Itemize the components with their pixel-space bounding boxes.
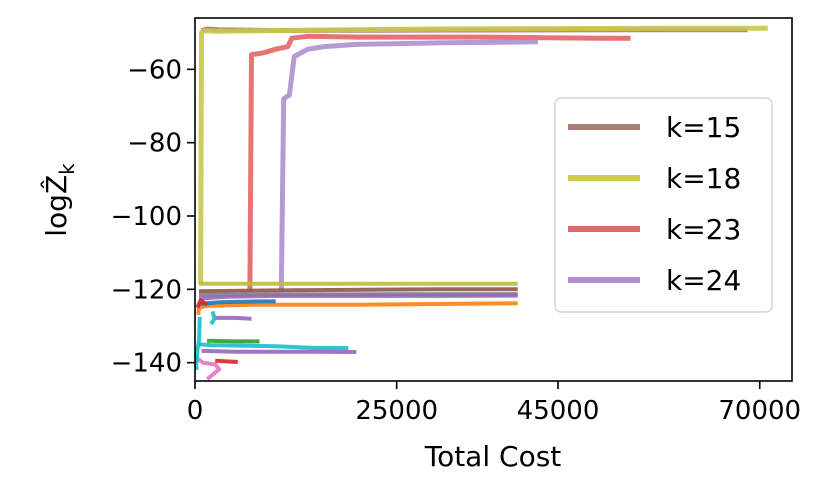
y-tick-label: −100 bbox=[111, 202, 182, 232]
series-line-5 bbox=[198, 287, 518, 294]
y-axis-ticks: −60 −80 −100 −120 −140 bbox=[111, 55, 195, 379]
series-layer bbox=[195, 25, 768, 381]
y-tick-label: −140 bbox=[111, 349, 182, 379]
legend-label: k=23 bbox=[666, 213, 741, 246]
series-line-16 bbox=[201, 348, 357, 354]
y-axis-label-group: logẐk bbox=[39, 163, 79, 237]
y-tick-label: −120 bbox=[111, 275, 182, 305]
legend-label: k=24 bbox=[666, 264, 741, 297]
series-line-12 bbox=[209, 310, 217, 326]
legend: k=15 k=18 k=23 k=24 bbox=[554, 97, 773, 313]
series-line-11 bbox=[215, 315, 252, 321]
legend-label: k=18 bbox=[666, 162, 741, 195]
series-line-10 bbox=[195, 298, 209, 309]
series-line-8 bbox=[196, 301, 518, 316]
x-axis-label: Total Cost bbox=[424, 440, 562, 473]
y-tick-label: −60 bbox=[127, 55, 182, 85]
series-line-1 bbox=[198, 25, 768, 284]
x-tick-label: 25000 bbox=[355, 396, 438, 426]
x-tick-label: 45000 bbox=[517, 396, 600, 426]
x-tick-label: 70000 bbox=[718, 396, 801, 426]
y-axis-label: logẐk bbox=[39, 163, 79, 237]
plot-frame bbox=[194, 17, 793, 382]
series-line-19 bbox=[195, 355, 199, 371]
x-axis-ticks: 0 25000 45000 70000 bbox=[187, 381, 801, 426]
legend-box bbox=[554, 97, 773, 313]
legend-label: k=15 bbox=[666, 111, 741, 144]
series-line-14 bbox=[207, 338, 260, 344]
y-tick-label: −80 bbox=[127, 129, 182, 159]
series-line-3 bbox=[278, 39, 538, 292]
series-line-7 bbox=[198, 293, 518, 301]
series-line-15 bbox=[198, 342, 349, 350]
x-tick-label: 0 bbox=[187, 396, 204, 426]
series-line-2 bbox=[247, 33, 631, 292]
series-line-9 bbox=[198, 299, 276, 306]
series-line-17 bbox=[196, 357, 222, 381]
series-line-18 bbox=[215, 358, 238, 364]
